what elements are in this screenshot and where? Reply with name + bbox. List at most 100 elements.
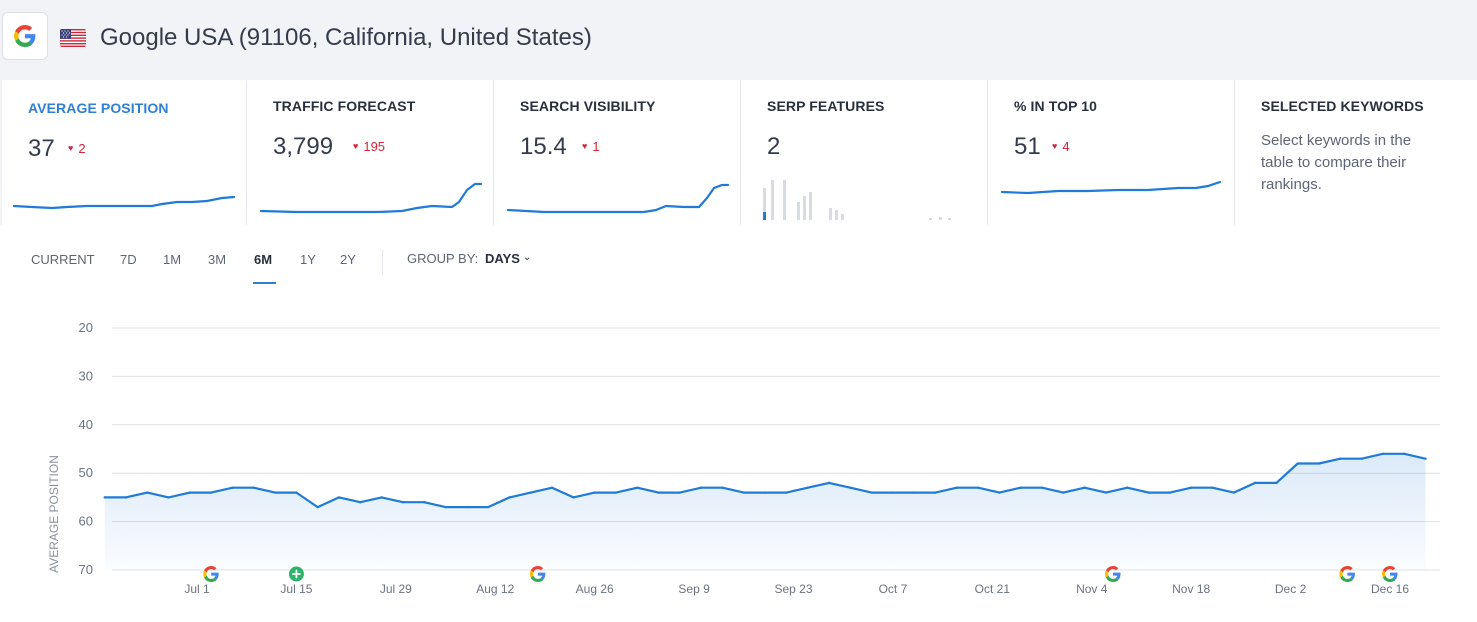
data-point (1211, 486, 1214, 489)
google-g-icon[interactable] (1339, 566, 1355, 582)
chart-annotations (203, 566, 1398, 582)
metric-value: 51 (1014, 133, 1041, 160)
data-point (252, 486, 256, 489)
toolbar-divider (382, 250, 383, 274)
metric-value: 15.4 (520, 133, 567, 160)
x-tick-label: Dec 16 (1371, 582, 1409, 596)
data-point (1062, 491, 1065, 494)
x-tick-label: Sep 23 (774, 582, 812, 596)
range-tab-3m[interactable]: 3M (208, 252, 227, 267)
metric-delta-value: 2 (78, 141, 86, 156)
data-point (337, 496, 341, 499)
data-point (231, 486, 234, 489)
metric-delta: ♥ 2 (68, 141, 86, 156)
metric-card-serp-features[interactable]: SERP FEATURES 2 (741, 80, 988, 225)
data-point (998, 491, 1001, 494)
data-point (401, 501, 405, 504)
metric-value: 37 (28, 135, 55, 162)
x-tick-label: Nov 18 (1172, 582, 1210, 596)
metrics-strip: AVERAGE POSITION 37 ♥ 2 TRAFFIC FORECAST … (0, 80, 1477, 225)
data-point (167, 496, 170, 499)
range-tab-2y[interactable]: 2Y (340, 252, 356, 267)
plus-circle-icon[interactable] (288, 566, 304, 582)
data-point (614, 491, 618, 494)
percent-top-10-sparkline (1000, 180, 1222, 195)
data-point (593, 491, 596, 494)
y-tick-label: 70 (79, 562, 93, 577)
chart-area-fill (104, 453, 1426, 570)
location-title: Google USA (91106, California, United St… (100, 24, 592, 51)
x-tick-label: Aug 12 (476, 582, 514, 596)
average-position-sparkline (12, 195, 236, 210)
data-point (1019, 486, 1022, 489)
selected-keywords-hint: Select keywords in the table to compare … (1261, 132, 1412, 193)
data-point (1126, 486, 1129, 489)
data-point (103, 496, 106, 499)
data-point (699, 486, 703, 489)
data-point (1339, 457, 1342, 460)
metric-label: SEARCH VISIBILITY (520, 98, 656, 114)
data-point (188, 491, 192, 494)
x-tick-label: Nov 4 (1076, 582, 1108, 596)
data-point (273, 491, 277, 494)
data-point (849, 486, 852, 489)
google-g-icon[interactable] (1105, 566, 1121, 582)
metric-card-average-position[interactable]: AVERAGE POSITION 37 ♥ 2 (2, 80, 247, 225)
google-g-icon[interactable] (1382, 566, 1398, 582)
data-point (444, 505, 447, 509)
range-tab-7d[interactable]: 7D (120, 252, 137, 267)
x-tick-label: Oct 21 (975, 582, 1011, 596)
metric-label: SELECTED KEYWORDS (1261, 98, 1424, 114)
metric-card-selected-keywords: SELECTED KEYWORDS Select keywords in the… (1235, 80, 1477, 225)
data-point (423, 501, 426, 504)
data-point (550, 486, 554, 489)
data-point (742, 491, 745, 494)
range-tab-1y[interactable]: 1Y (300, 252, 316, 267)
group-by-dropdown[interactable]: DAYS (485, 251, 520, 266)
x-tick-label: Oct 7 (879, 582, 908, 596)
data-point (1296, 462, 1299, 465)
active-range-indicator (253, 282, 276, 284)
location-header: Google USA (91106, California, United St… (0, 0, 1477, 80)
x-tick-label: Jul 1 (184, 582, 210, 596)
y-tick-label: 40 (79, 417, 93, 432)
x-tick-label: Jul 15 (280, 582, 312, 596)
range-tabs: CURRENT 7D 1M 3M 6M 1Y 2Y (0, 240, 700, 290)
data-point (976, 486, 980, 489)
metric-label: % IN TOP 10 (1014, 98, 1098, 114)
metric-label: SERP FEATURES (767, 98, 885, 114)
data-point (1040, 486, 1044, 489)
data-point (934, 491, 937, 494)
metric-delta-value: 1 (592, 139, 600, 154)
data-point (1381, 452, 1385, 456)
google-g-icon[interactable] (203, 566, 219, 582)
data-point (870, 491, 873, 494)
metric-card-percent-in-top-10[interactable]: % IN TOP 10 51 ♥ 4 (988, 80, 1235, 225)
down-heart-icon: ♥ (1052, 141, 1058, 151)
metric-card-search-visibility[interactable]: SEARCH VISIBILITY 15.4 ♥ 1 (494, 80, 741, 225)
data-point (721, 486, 724, 489)
data-point (827, 481, 831, 485)
range-tab-6m[interactable]: 6M (254, 252, 273, 267)
chevron-down-icon[interactable]: ⌄ (523, 252, 532, 263)
search-engine-button[interactable] (2, 12, 48, 60)
range-tab-current[interactable]: CURRENT (31, 252, 95, 267)
x-tick-label: Aug 26 (576, 582, 614, 596)
serp-features-bars (763, 180, 951, 220)
down-heart-icon: ♥ (582, 141, 588, 151)
data-point (1360, 457, 1363, 460)
x-axis-ticks: Jul 1 Jul 15 Jul 29 Aug 12 Aug 26 Sep 9 Sep 23… (184, 582, 1409, 596)
metric-label: AVERAGE POSITION (28, 100, 169, 116)
y-tick-label: 20 (79, 320, 93, 335)
google-g-icon[interactable] (529, 566, 546, 582)
y-tick-label: 50 (79, 465, 93, 480)
data-point (1232, 491, 1235, 494)
metric-card-traffic-forecast[interactable]: TRAFFIC FORECAST 3,799 ♥ 195 (247, 80, 494, 225)
y-tick-label: 60 (79, 514, 93, 529)
range-tab-1m[interactable]: 1M (163, 252, 182, 267)
data-point (486, 505, 490, 509)
data-point (891, 491, 895, 494)
search-visibility-sparkline (506, 183, 730, 214)
x-tick-label: Sep 9 (678, 582, 710, 596)
data-point (913, 491, 916, 494)
